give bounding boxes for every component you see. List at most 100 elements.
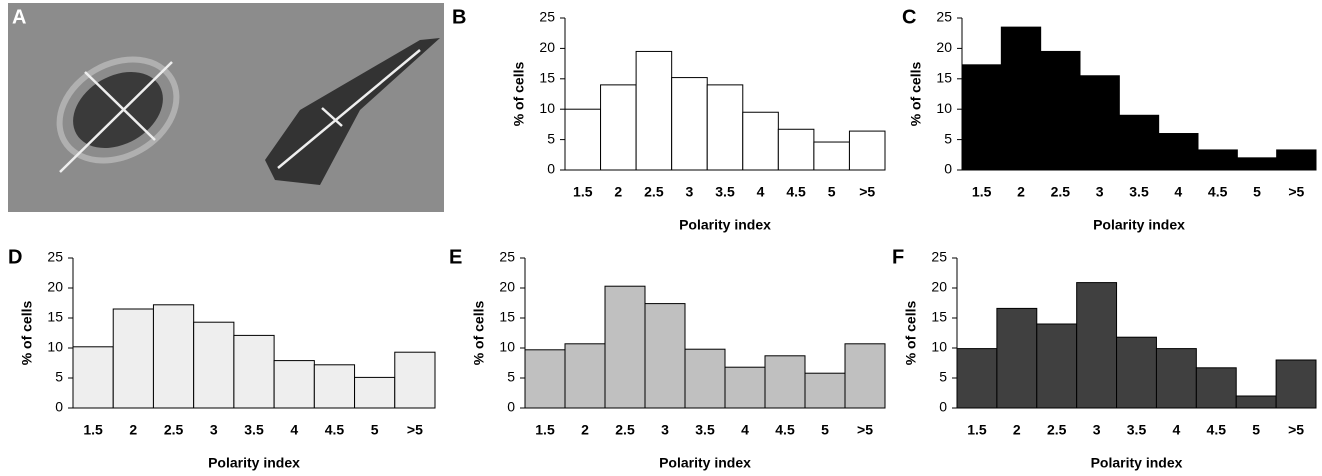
bar [685,349,725,408]
x-tick-label: 3 [210,422,218,438]
x-tick-label: 3.5 [715,184,735,200]
bar [113,309,153,408]
x-tick-label: 4 [741,422,749,438]
bar [274,361,314,408]
bar [1037,324,1077,408]
x-tick-label: 4 [290,422,298,438]
y-tick-label: 5 [55,369,63,385]
bar [565,344,605,408]
bar [194,322,234,408]
x-tick-label: >5 [859,184,875,200]
bar [1080,76,1119,170]
bar [1117,337,1157,408]
y-tick-label: 15 [931,309,947,325]
x-tick-label: 1.5 [967,422,987,438]
x-tick-label: 4.5 [1208,184,1228,200]
page: A B % of cells Polarity index 1.5 2 2.5 3 3.5 4 4… [0,0,1322,476]
panel-label: E [449,246,462,268]
x-tick-label: >5 [1288,184,1304,200]
x-tick-label: 2 [1013,422,1021,438]
x-axis-label: Polarity index [659,455,751,471]
x-tick-label: 4 [1174,184,1182,200]
y-tick-label: 0 [939,399,947,415]
y-tick-label: 10 [539,100,555,116]
y-tick-label: 15 [936,70,952,86]
bar [525,350,565,408]
bar [1159,134,1198,170]
bar [725,367,765,408]
bar [1001,27,1040,170]
x-tick-label: 2 [1017,184,1025,200]
x-tick-label: 3 [1093,422,1101,438]
y-tick-label: 15 [539,70,555,86]
bar [565,109,601,170]
bar [765,356,805,408]
y-tick-label: 15 [499,309,515,325]
micrograph: A [8,3,444,212]
y-tick-label: 5 [507,369,515,385]
x-tick-label: 1.5 [573,184,593,200]
y-tick-label: 20 [931,279,947,295]
panel-label: B [452,6,466,28]
y-tick-label: 20 [539,39,555,55]
bar [601,85,637,170]
x-tick-label: 2.5 [644,184,664,200]
bar [707,85,743,170]
x-tick-label: 1.5 [535,422,555,438]
bar [645,304,685,408]
bar [314,365,354,408]
y-tick-label: 0 [547,161,555,177]
y-tick-label: 10 [499,339,515,355]
bar [743,112,779,170]
x-tick-label: 4.5 [786,184,806,200]
x-tick-label: 4 [1172,422,1180,438]
x-tick-label: 5 [828,184,836,200]
x-tick-label: 2.5 [164,422,184,438]
y-tick-label: 10 [47,339,63,355]
x-tick-label: 4.5 [775,422,795,438]
bar [1196,368,1236,408]
x-tick-label: >5 [407,422,423,438]
x-tick-label: 3 [686,184,694,200]
y-axis-label: % of cells [511,62,527,127]
x-axis-label: Polarity index [1093,217,1185,233]
y-tick-label: 0 [507,399,515,415]
bar [395,352,435,408]
y-tick-label: 5 [547,130,555,146]
bar [1277,150,1316,170]
figure: A B % of cells Polarity index 1.5 2 2.5 3 3.5 4 4… [0,0,1322,476]
y-tick-label: 25 [539,9,555,25]
y-tick-label: 0 [55,399,63,415]
x-tick-label: 1.5 [83,422,103,438]
x-tick-label: 4 [757,184,765,200]
x-tick-label: 3.5 [1127,422,1147,438]
bar [957,349,997,408]
bar [605,286,645,408]
bar [962,65,1001,170]
x-axis-label: Polarity index [679,217,771,233]
y-tick-label: 25 [499,249,515,265]
x-axis-label: Polarity index [1091,455,1183,471]
bar [234,335,274,408]
y-tick-label: 25 [47,249,63,265]
y-tick-label: 20 [936,39,952,55]
y-tick-label: 0 [944,161,952,177]
x-tick-label: 2 [129,422,137,438]
bar [814,142,850,170]
y-tick-label: 10 [936,100,952,116]
y-tick-label: 5 [944,130,952,146]
panel-label: D [8,246,22,268]
y-tick-label: 5 [939,369,947,385]
x-tick-label: 1.5 [972,184,992,200]
bar [1237,158,1276,170]
y-tick-label: 10 [931,339,947,355]
x-tick-label: 4.5 [1207,422,1227,438]
bar [849,131,885,170]
bar [845,344,885,408]
bar [355,377,395,408]
x-tick-label: 2.5 [1047,422,1067,438]
x-axis-label: Polarity index [208,455,300,471]
x-tick-label: 2.5 [615,422,635,438]
bar [1156,349,1196,408]
x-tick-label: 5 [1253,184,1261,200]
